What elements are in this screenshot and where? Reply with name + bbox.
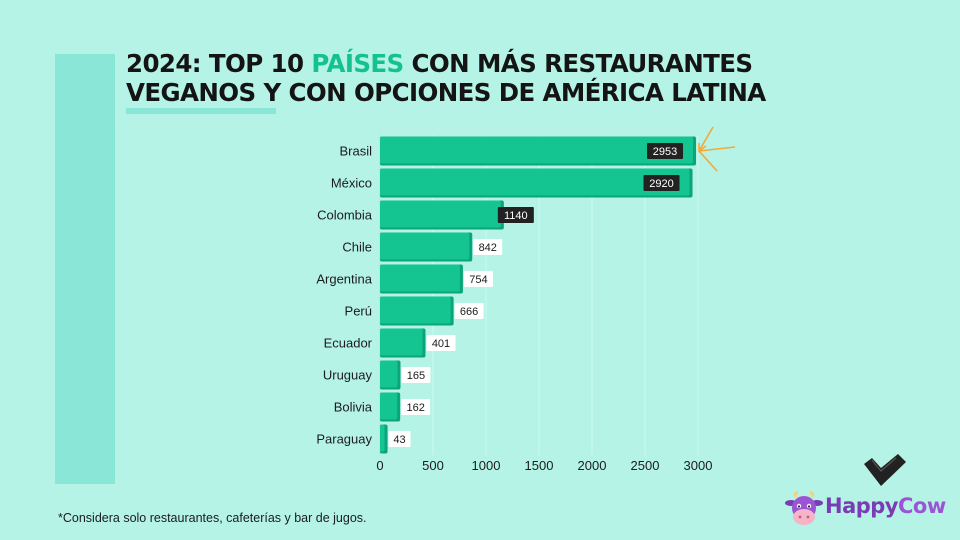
bar [380,264,460,292]
data-label-box [463,271,493,287]
data-label: 162 [406,402,424,414]
data-label: 43 [393,434,405,446]
data-label: 754 [469,274,487,286]
category-label: Perú [345,304,372,319]
category-label: México [331,176,372,191]
logo-text: HappyCow [825,494,946,518]
x-tick-label: 1500 [525,458,554,473]
x-tick-label: 500 [422,458,444,473]
category-label: Argentina [316,272,372,287]
data-label-box [401,367,431,383]
data-label-box [401,399,431,415]
data-label: 401 [432,338,450,350]
bar [380,424,385,452]
category-label: Paraguay [316,432,372,447]
data-label: 2920 [649,178,673,190]
title-highlight: PAÍSES [311,49,404,78]
title-line2: VEGANOS Y CON OPCIONES DE AMÉRICA LATINA [126,78,766,107]
x-tick-label: 0 [376,458,383,473]
bar [380,168,690,196]
bar [380,328,423,356]
category-label: Ecuador [324,336,373,351]
category-label: Brasil [339,144,372,159]
category-label: Bolivia [334,400,373,415]
cow-icon [785,491,823,525]
data-label: 842 [479,242,497,254]
bar [380,200,501,228]
x-tick-label: 1000 [472,458,501,473]
logo-text-happy: Happy [825,494,899,518]
data-label-box [454,303,484,319]
logo-text-cow: Cow [898,494,946,518]
category-label: Uruguay [323,368,373,383]
checkmark-icon [864,454,906,486]
data-label: 1140 [504,210,528,222]
data-label-box [388,431,411,447]
title-underline [126,108,276,114]
data-label-box [647,143,684,159]
annotation-arrow [698,146,736,152]
x-tick-label: 2000 [578,458,607,473]
annotation-arrow [698,126,714,152]
side-panel [55,54,115,484]
annotation-arrow [698,150,718,172]
category-label: Colombia [317,208,373,223]
title-line1-suffix: CON MÁS RESTAURANTES [403,49,754,78]
bar [380,296,451,324]
footnote: *Considera solo restaurantes, cafeterías… [58,511,367,525]
data-label: 2953 [653,146,677,158]
x-tick-label: 2500 [631,458,660,473]
title-line1-prefix: 2024: TOP 10 [126,49,312,78]
bar [380,136,694,164]
chart-title: 2024: TOP 10 PAÍSES CON MÁS RESTAURANTES… [126,49,766,107]
x-tick-label: 3000 [684,458,713,473]
bar [380,392,398,420]
bar [380,360,398,388]
data-label: 165 [407,370,425,382]
data-label-box [473,239,503,255]
happycow-logo: HappyCow [784,490,948,532]
category-label: Chile [342,240,372,255]
data-label-box [426,335,456,351]
bar [380,232,470,260]
data-label: 666 [460,306,478,318]
data-label-box [497,207,534,223]
data-label-box [643,175,680,191]
annotation-arrowhead [698,143,707,153]
